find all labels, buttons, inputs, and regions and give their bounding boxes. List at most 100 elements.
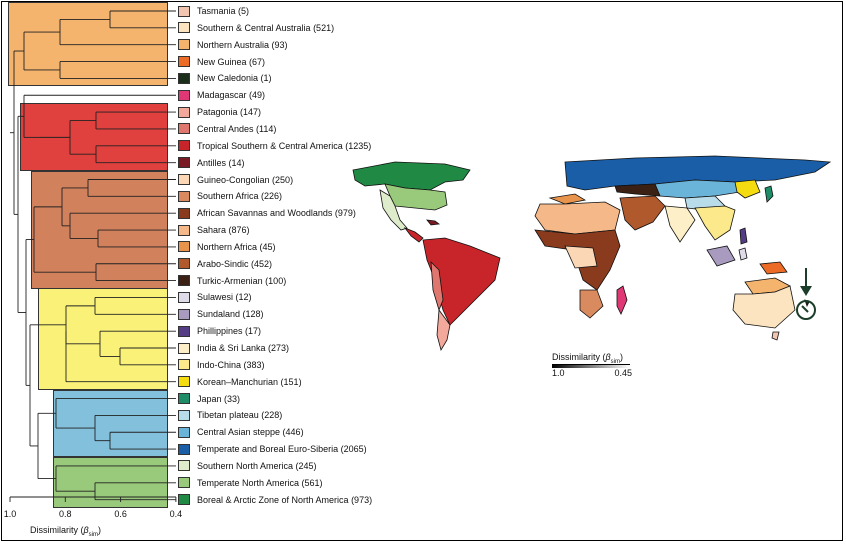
world-map [352,155,832,352]
region-southern-central-australia [732,285,796,329]
legend-item: Southern Africa (226) [178,189,282,203]
region-tasmania [771,331,780,341]
legend-label: Japan (33) [197,393,241,404]
legend-swatch [178,460,190,472]
legend-swatch [178,359,190,371]
legend-item: African Savannas and Woodlands (979) [178,206,356,220]
region-phillippines [739,227,748,245]
legend-swatch [178,174,190,185]
legend-swatch [178,207,190,219]
axis-tick-label: 1.0 [3,509,17,519]
legend-item: Madagascar (49) [178,88,265,102]
legend-label: Arabo-Sindic (452) [197,258,273,269]
legend-swatch [178,123,190,135]
region-northern-africa [548,193,587,205]
legend-label: Madagascar (49) [197,90,266,101]
axis-tick-label: 0.6 [114,509,127,519]
north-arrow-icon [796,268,816,320]
legend-swatch [178,56,190,68]
region-sundaland [706,245,736,267]
legend-swatch [178,477,190,489]
legend-label: Southern North America (245) [197,460,317,471]
legend-swatch [178,494,190,506]
legend-label: Central Andes (114) [197,123,277,134]
region-madagascar [616,285,628,315]
legend-label: Tibetan plateau (228) [197,410,283,421]
region-patagonia [436,308,451,352]
legend-item: Central Asian steppe (446) [178,425,304,439]
legend-item: Antilles (14) [178,156,245,170]
legend-item: Southern North America (245) [178,459,317,473]
legend-swatch [178,157,190,169]
legend-label: New Caledonia (1) [197,73,272,84]
legend-label: Guineo-Congolian (250) [197,174,294,185]
legend-item: Central Andes (114) [178,122,276,136]
region-japan [764,185,774,203]
legend-swatch [178,224,190,236]
legend-swatch [178,241,190,253]
legend-swatch [178,140,190,152]
legend-swatch [178,426,190,438]
legend-item: Southern & Central Australia (521) [178,21,334,35]
legend-item: Tasmania (5) [178,4,249,18]
region-central-america [403,227,424,243]
region-new-guinea [759,261,788,275]
legend-item: Phillippines (17) [178,324,261,338]
legend-label: New Guinea (67) [197,56,266,67]
map-legend-title: Dissimilarity (βsim) [552,352,623,365]
region-central-asian-steppe [654,179,741,199]
legend-item: Northern Africa (45) [178,240,276,254]
region-southern-north-america [379,189,408,231]
legend-label: Northern Africa (45) [197,241,276,252]
legend-item: Temperate North America (561) [178,476,323,490]
map-legend: Dissimilarity (βsim) 1.0 0.45 [552,352,632,380]
region-arabo-sindic [619,195,666,231]
region-sahara [534,201,621,235]
map-legend-gradient [552,364,630,368]
legend-item: Tibetan plateau (228) [178,408,282,422]
legend-item: New Caledonia (1) [178,71,272,85]
legend-swatch [178,72,190,84]
legend-label: Northern Australia (93) [197,39,288,50]
legend-swatch [178,22,190,34]
legend-swatch [178,5,190,17]
legend-item: Sulawesi (12) [178,290,252,304]
legend-item: Arabo-Sindic (452) [178,257,272,271]
cluster-eurasia [53,389,168,458]
legend-label: African Savannas and Woodlands (979) [197,208,356,219]
legend-swatch [178,275,190,287]
legend-item: Sahara (876) [178,223,250,237]
legend-item: Temperate and Boreal Euro-Siberia (2065) [178,442,367,456]
region-sulawesi [738,247,748,261]
cluster-south-america [20,103,168,171]
axis-title: Dissimilarity (βsim) [30,525,101,538]
region-guineo-congolian [564,245,598,269]
legend-swatch [178,308,190,320]
legend-item: Boreal & Arctic Zone of North America (9… [178,493,372,507]
legend-item: Guineo-Congolian (250) [178,173,293,187]
legend-item: Turkic-Armenian (100) [178,274,286,288]
legend-item: India & Sri Lanka (273) [178,341,289,355]
legend-item: Indo-China (383) [178,358,265,372]
legend-label: Antilles (14) [197,157,245,168]
legend-label: Tasmania (5) [197,6,250,16]
legend-label: India & Sri Lanka (273) [197,343,290,353]
legend-label: Boreal & Arctic Zone of North America (9… [197,494,373,505]
legend-item: Sundaland (128) [178,307,264,321]
cluster-australasia [8,2,168,87]
axis-tick-label: 0.8 [59,509,72,519]
legend-swatch [178,342,190,354]
legend-label: Sahara (876) [197,225,250,236]
legend-swatch [178,393,190,405]
axis-tick-label: 0.4 [169,509,183,519]
legend-item: Korean–Manchurian (151) [178,375,302,389]
legend-label: Southern & Central Australia (521) [197,22,335,33]
legend-swatch [178,376,190,388]
legend-swatch [178,409,190,421]
cluster-africa [31,170,168,289]
region-central-andes [430,260,444,312]
legend-item: Tropical Southern & Central America (123… [178,139,371,153]
legend-swatch [178,325,190,337]
map-legend-max: 0.45 [614,368,632,378]
